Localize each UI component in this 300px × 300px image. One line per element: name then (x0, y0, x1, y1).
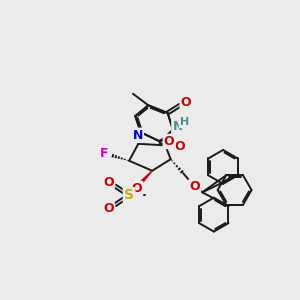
Polygon shape (138, 132, 142, 144)
Text: O: O (175, 140, 185, 153)
Text: N: N (172, 120, 183, 134)
Text: O: O (181, 96, 191, 109)
Text: F: F (100, 147, 108, 160)
Text: S: S (124, 188, 134, 203)
Text: H: H (180, 117, 189, 127)
Text: O: O (189, 180, 200, 194)
Text: O: O (131, 182, 142, 195)
Text: N: N (132, 129, 143, 142)
Text: O: O (103, 176, 114, 189)
Text: O: O (164, 135, 175, 148)
Text: O: O (103, 202, 114, 215)
Polygon shape (139, 171, 152, 185)
